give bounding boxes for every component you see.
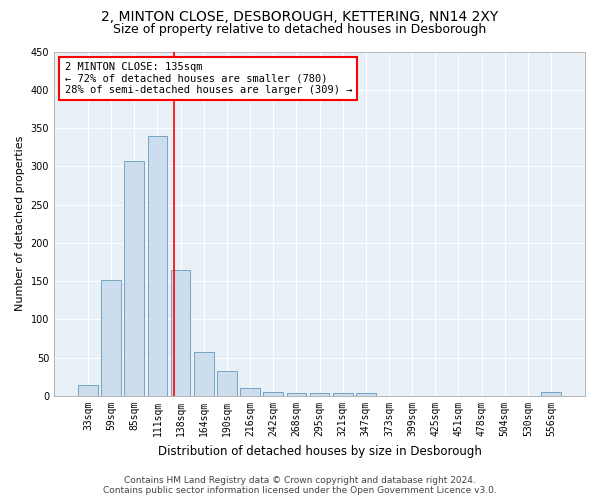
Bar <box>240 388 260 396</box>
Bar <box>356 393 376 396</box>
X-axis label: Distribution of detached houses by size in Desborough: Distribution of detached houses by size … <box>158 444 481 458</box>
Text: 2 MINTON CLOSE: 135sqm
← 72% of detached houses are smaller (780)
28% of semi-de: 2 MINTON CLOSE: 135sqm ← 72% of detached… <box>65 62 352 95</box>
Bar <box>78 384 98 396</box>
Bar <box>194 352 214 396</box>
Bar <box>171 270 190 396</box>
Bar <box>310 393 329 396</box>
Bar <box>101 280 121 396</box>
Bar <box>148 136 167 396</box>
Bar <box>333 393 353 396</box>
Bar <box>263 392 283 396</box>
Bar <box>287 393 306 396</box>
Bar <box>541 392 561 396</box>
Text: Contains HM Land Registry data © Crown copyright and database right 2024.
Contai: Contains HM Land Registry data © Crown c… <box>103 476 497 495</box>
Text: 2, MINTON CLOSE, DESBOROUGH, KETTERING, NN14 2XY: 2, MINTON CLOSE, DESBOROUGH, KETTERING, … <box>101 10 499 24</box>
Bar <box>217 371 237 396</box>
Text: Size of property relative to detached houses in Desborough: Size of property relative to detached ho… <box>113 22 487 36</box>
Bar <box>124 161 144 396</box>
Y-axis label: Number of detached properties: Number of detached properties <box>15 136 25 312</box>
